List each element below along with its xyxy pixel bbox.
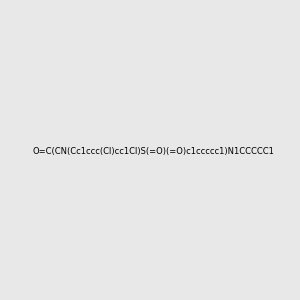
Text: O=C(CN(Cc1ccc(Cl)cc1Cl)S(=O)(=O)c1ccccc1)N1CCCCC1: O=C(CN(Cc1ccc(Cl)cc1Cl)S(=O)(=O)c1ccccc1… <box>33 147 275 156</box>
